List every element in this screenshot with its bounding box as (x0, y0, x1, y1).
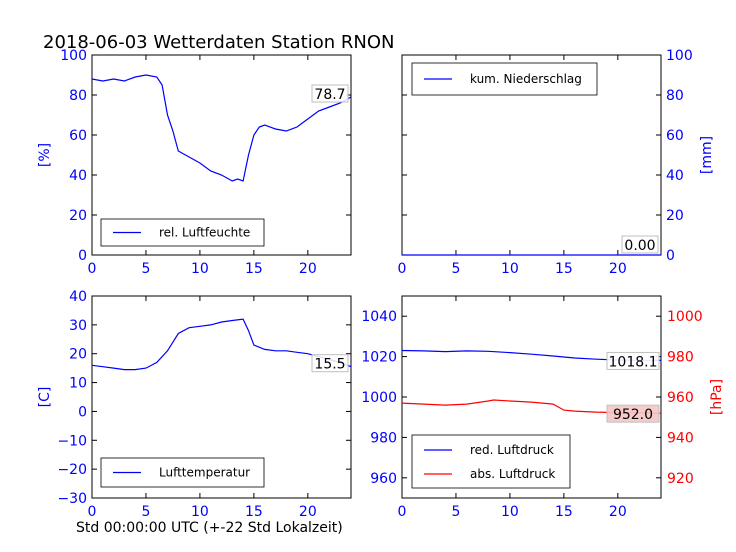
series-line-0 (91, 74, 352, 182)
last-value: 1018.1 (609, 354, 658, 370)
y-axis-label: [mm] (699, 136, 715, 174)
y-tick-label: −30 (57, 491, 87, 507)
x-tick-label: 15 (555, 504, 573, 520)
y-tick-label: 80 (666, 88, 684, 104)
y-tick-label: 40 (666, 168, 684, 184)
x-tick-label: 20 (299, 261, 317, 277)
y-tick-label: 40 (69, 289, 87, 305)
temperature-panel: 0 5 10 15 20 −30 −20 −10 0 10 20 30 40 [C] Lufttempera… (37, 289, 352, 520)
legend-label: red. Luftdruck (470, 443, 554, 457)
y-tick-label: 0 (78, 404, 87, 420)
y-tick-label: 1040 (361, 309, 397, 325)
legend-label: abs. Luftdruck (470, 467, 555, 481)
x-tick-label: 10 (191, 504, 209, 520)
legend-box (100, 218, 265, 247)
y-tick-label: 980 (370, 430, 397, 446)
pressure-panel: 0 5 10 15 20 960 980 1000 1020 1040 920 940 960 980 10… (361, 295, 725, 520)
y-tick-label: 30 (69, 318, 87, 334)
legend-label: Lufttemperatur (159, 466, 250, 480)
legend-label: rel. Luftfeuchte (159, 226, 250, 240)
y-tick-label: 10 (69, 376, 87, 392)
x-tick-label: 15 (555, 261, 573, 277)
series-line-0 (91, 318, 352, 371)
y-tick-label: 20 (666, 208, 684, 224)
humidity-panel: 0 5 10 15 20 0 20 40 60 80 100 [%] rel. Luftfeuchte 7… (37, 48, 352, 277)
x-tick-label: 10 (191, 261, 209, 277)
y-right-tick-label: 1000 (667, 309, 703, 325)
y-right-tick-label: 960 (667, 390, 694, 406)
x-tick-label: 15 (245, 504, 263, 520)
x-tick-label: 20 (609, 261, 627, 277)
last-value: 952.0 (613, 407, 653, 423)
last-value-box (311, 84, 349, 103)
y-tick-label: −10 (57, 433, 87, 449)
y-tick-label: 60 (69, 128, 87, 144)
y-tick-label: 40 (69, 168, 87, 184)
x-tick-label: 5 (141, 261, 150, 277)
x-tick-label: 10 (501, 504, 519, 520)
last-value-box (606, 351, 660, 370)
last-value-box (621, 235, 659, 254)
y-right-tick-label: 920 (667, 471, 694, 487)
y-axis-label: [C] (37, 387, 53, 408)
y-tick-label: 1000 (361, 390, 397, 406)
y-tick-label: 100 (60, 48, 87, 64)
x-tick-label: 20 (609, 504, 627, 520)
y-tick-label: −20 (57, 462, 87, 478)
y-axis-label: [%] (37, 143, 53, 167)
y-right-tick-label: 980 (667, 350, 694, 366)
y-tick-label: 20 (69, 208, 87, 224)
y-tick-label: 60 (666, 128, 684, 144)
x-tick-label: 0 (398, 504, 407, 520)
x-tick-label: 10 (501, 261, 519, 277)
y-tick-label: 0 (666, 248, 675, 264)
x-tick-label: 20 (299, 504, 317, 520)
y-tick-label: 20 (69, 347, 87, 363)
x-tick-label: 0 (88, 261, 97, 277)
y-tick-label: 80 (69, 88, 87, 104)
figure-title: 2018-06-03 Wetterdaten Station RNON (43, 32, 394, 53)
x-tick-label: 15 (245, 261, 263, 277)
y-right-axis-label: [hPa] (709, 379, 725, 415)
y-tick-label: 1020 (361, 350, 397, 366)
last-value: 0.00 (624, 238, 655, 254)
x-tick-label: 0 (398, 261, 407, 277)
legend-box (411, 434, 571, 489)
last-value: 15.5 (314, 357, 345, 373)
y-tick-label: 100 (666, 48, 693, 64)
precipitation-panel: 0 5 10 15 20 0 20 40 60 80 100 [mm] kum. Niederschla… (398, 48, 715, 277)
x-tick-label: 5 (141, 504, 150, 520)
x-tick-label: 5 (451, 504, 460, 520)
x-axis-label: Std 00:00:00 UTC (+-22 Std Lokalzeit) (76, 520, 343, 536)
x-tick-label: 0 (88, 504, 97, 520)
y-tick-label: 960 (370, 471, 397, 487)
last-value: 78.7 (314, 87, 345, 103)
last-value-box (606, 404, 660, 423)
x-tick-label: 5 (451, 261, 460, 277)
last-value-box (311, 354, 349, 373)
y-right-tick-label: 940 (667, 430, 694, 446)
legend-label: kum. Niederschlag (470, 72, 582, 86)
y-tick-label: 0 (78, 248, 87, 264)
